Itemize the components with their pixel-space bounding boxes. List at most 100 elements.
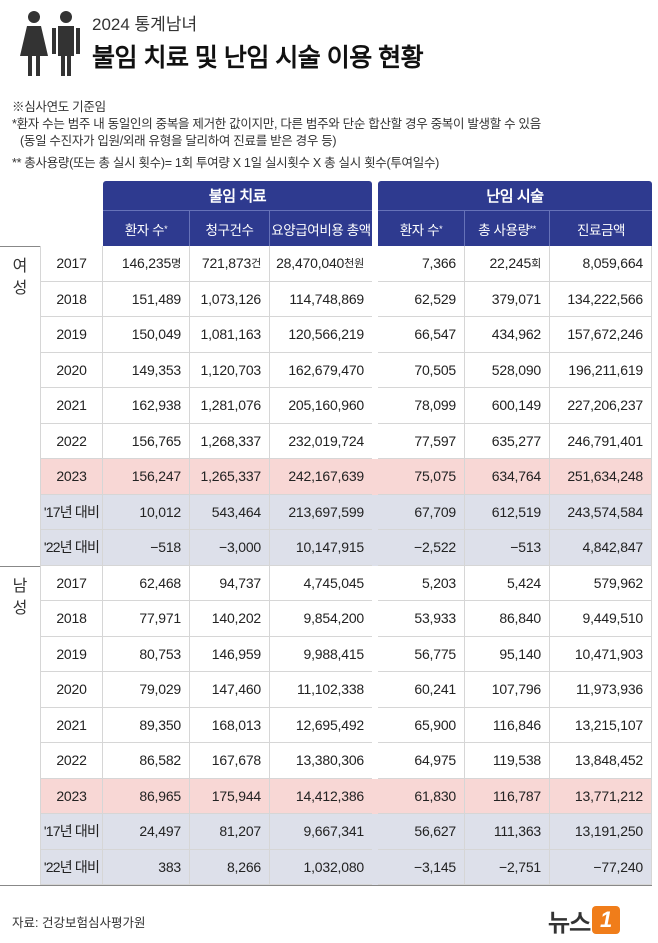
cell-value: 80,753 — [139, 645, 181, 662]
cell: 86,582 — [103, 743, 190, 779]
cell-value: 146,959 — [211, 645, 261, 662]
cell: 579,962 — [550, 565, 652, 601]
title: 불임 치료 및 난임 시술 이용 현황 — [92, 44, 424, 72]
cell: 75,075 — [378, 459, 465, 495]
row-label: 2017 — [40, 246, 103, 282]
note: ** 총사용량(또는 총 실시 횟수)= 1회 투여량 X 1일 실시횟수 X … — [12, 156, 440, 170]
cell: 1,120,703 — [190, 352, 270, 388]
cell: 1,265,337 — [190, 459, 270, 495]
cell: 8,266 — [190, 849, 270, 885]
cell-value: 635,277 — [491, 432, 541, 449]
cell: 9,667,341 — [270, 814, 372, 850]
cell-value: 77,597 — [414, 432, 456, 449]
note: ※심사연도 기준임 — [12, 100, 106, 114]
cell-value: 7,366 — [421, 255, 456, 272]
row-bg — [40, 565, 652, 601]
cell: 9,449,510 — [550, 601, 652, 637]
cell: 12,695,492 — [270, 708, 372, 743]
note: (동일 수진자가 입원/외래 유형을 달리하여 진료를 받은 경우 등) — [20, 134, 337, 148]
cell-value: 1,265,337 — [200, 468, 262, 485]
row-label: 2023 — [40, 778, 103, 814]
cell-value: 94,737 — [219, 574, 261, 591]
cell-value: 213,697,599 — [288, 503, 364, 520]
cell: 94,737 — [190, 565, 270, 601]
column-mark: ** — [529, 223, 537, 234]
cell: 1,268,337 — [190, 423, 270, 459]
cell: 5,424 — [465, 565, 550, 601]
column-mark: * — [439, 223, 443, 234]
cell: 1,032,080 — [270, 850, 372, 885]
cell: 246,791,401 — [550, 423, 652, 459]
cell-value: −2,522 — [413, 539, 456, 556]
series-label: 2024 통계남녀 — [92, 15, 198, 34]
cell-value: 95,140 — [499, 645, 541, 662]
column-header: 진료금액 — [550, 211, 652, 246]
cell-value: 11,102,338 — [296, 681, 364, 698]
cell-value: 528,090 — [491, 361, 541, 378]
cell-value: 157,672,246 — [567, 326, 643, 343]
cell: 86,840 — [465, 601, 550, 637]
cell-value: 79,029 — [139, 681, 181, 698]
cell: 61,830 — [378, 778, 465, 814]
cell: 62,468 — [103, 565, 190, 601]
cell-value: 114,748,869 — [289, 290, 364, 307]
cell-value: 12,695,492 — [295, 716, 364, 733]
cell: 116,846 — [465, 707, 550, 743]
column-header: 총 사용량 ** — [465, 211, 550, 246]
cell-value: 10,147,915 — [295, 539, 364, 556]
cell: 162,679,470 — [270, 353, 372, 388]
cell-value: 434,962 — [491, 326, 541, 343]
cell: 67,709 — [378, 494, 465, 530]
cell: 721,873 건 — [190, 246, 270, 282]
column-header: 환자 수 * — [103, 211, 190, 246]
cell-value: 66,547 — [414, 326, 456, 343]
cell-value: 5,203 — [421, 574, 456, 591]
column-header: 청구건수 — [190, 211, 270, 246]
row-label: 2018 — [40, 281, 103, 317]
cell: 205,160,960 — [270, 388, 372, 424]
column-label: 요양급여비용 총액 — [271, 222, 371, 238]
cell: 11,102,338 — [270, 672, 372, 708]
row-label: 2023 — [40, 459, 103, 495]
section-label: 남성 — [12, 577, 28, 617]
cell: 13,771,212 — [550, 778, 652, 814]
cell-value: 10,012 — [139, 503, 181, 520]
column-header: 요양급여비용 총액 — [270, 211, 372, 246]
cell-value: 1,032,080 — [303, 858, 365, 875]
cell-value: 151,489 — [131, 290, 181, 307]
cell-value: 383 — [158, 858, 181, 875]
cell: −3,000 — [190, 530, 270, 566]
cell: 11,973,936 — [550, 672, 652, 708]
cell: 147,460 — [190, 672, 270, 708]
cell-value: 1,073,126 — [200, 290, 262, 307]
cell: 5,203 — [378, 565, 465, 601]
row-bg — [40, 317, 652, 353]
cell-unit: 건 — [251, 258, 261, 271]
cell: 79,029 — [103, 672, 190, 708]
cell-value: 13,191,250 — [574, 823, 643, 840]
cell: 383 — [103, 849, 190, 885]
cell-value: 9,988,415 — [303, 645, 365, 662]
cell: 149,353 — [103, 352, 190, 388]
cell-value: 227,206,237 — [567, 397, 643, 414]
cell-value: 86,965 — [139, 787, 181, 804]
cell: 22,245 회 — [465, 246, 550, 282]
row-bg — [40, 601, 652, 637]
row-label: 2022 — [40, 743, 103, 779]
cell: 162,938 — [103, 388, 190, 424]
column-label: 환자 수 — [399, 222, 440, 238]
cell: 56,775 — [378, 636, 465, 672]
cell: −518 — [103, 530, 190, 566]
cell: 1,281,076 — [190, 388, 270, 424]
group-label: 불임 치료 — [103, 181, 372, 211]
cell-value: 62,529 — [414, 290, 456, 307]
row-bg — [40, 636, 652, 672]
cell-value: 242,167,639 — [288, 468, 364, 485]
cell: 140,202 — [190, 601, 270, 637]
column-mark: * — [164, 223, 168, 234]
cell-value: 61,830 — [414, 787, 456, 804]
section-label: 여성 — [12, 258, 28, 297]
column-label: 총 사용량 — [478, 222, 530, 238]
cell-unit: 회 — [531, 258, 541, 271]
cell: 243,574,584 — [550, 494, 652, 530]
